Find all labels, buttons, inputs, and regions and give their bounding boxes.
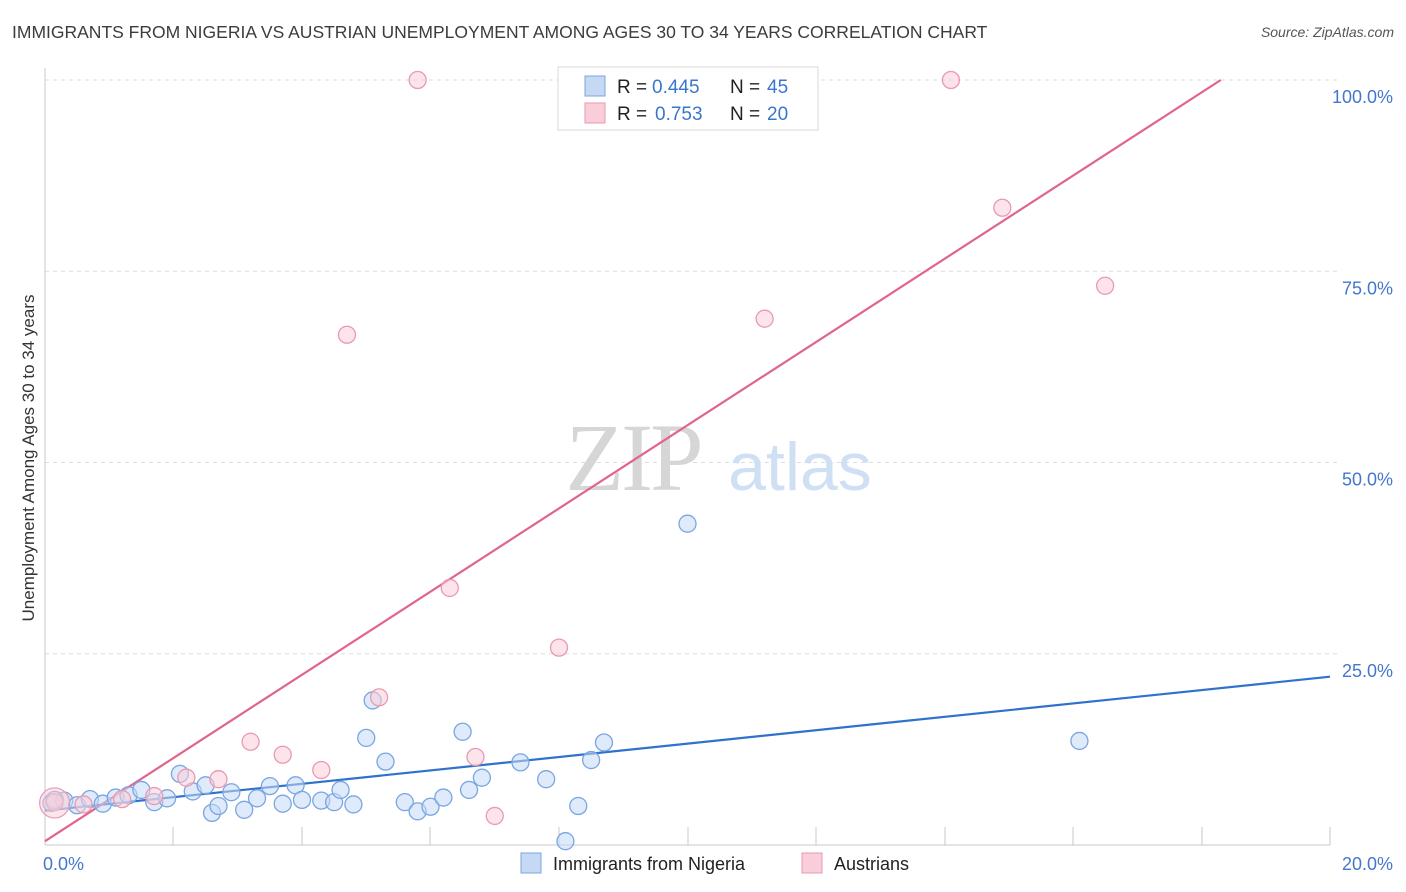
- stats-legend: R = 0.445 N = 45 R = 0.753 N = 20: [557, 66, 819, 131]
- legend-swatch-nigeria: [584, 75, 606, 97]
- austrians-point-5: [209, 770, 228, 789]
- austrians-point-7: [273, 745, 292, 764]
- austrians-point-2: [112, 789, 132, 809]
- nigeria-point-35: [472, 768, 492, 787]
- y-tick-label-1: 75.0%: [1342, 278, 1393, 298]
- austrians-point-14: [485, 806, 504, 826]
- nigeria-point-34: [459, 780, 479, 800]
- series-legend-swatch-austrians: [801, 852, 823, 874]
- legend-n-value-0: 45: [767, 77, 788, 98]
- nigeria-trend-line: [44, 675, 1331, 812]
- legend-r-label-0: R =: [617, 77, 647, 98]
- legend-n-label-1: N =: [730, 104, 760, 125]
- watermark-zip: ZIP: [566, 404, 701, 511]
- x-tick-label-1: 20.0%: [1342, 854, 1393, 874]
- nigeria-point-37: [537, 770, 556, 789]
- austrians-point-16: [755, 309, 774, 328]
- nigeria-point-28: [376, 752, 395, 771]
- nigeria-point-42: [678, 514, 697, 533]
- scatter-points: [39, 70, 1115, 851]
- nigeria-point-38: [556, 832, 575, 851]
- austrians-point-12: [440, 578, 459, 598]
- austrians-cluster-point: [39, 787, 71, 819]
- austrians-point-18: [993, 198, 1012, 217]
- chart-title: IMMIGRANTS FROM NIGERIA VS AUSTRIAN UNEM…: [12, 22, 988, 42]
- nigeria-point-18: [260, 776, 280, 796]
- austrians-point-17: [941, 70, 961, 90]
- austrians-point-6: [241, 732, 260, 751]
- nigeria-point-17: [247, 789, 267, 808]
- x-tick-label-0: 0.0%: [43, 854, 84, 874]
- legend-r-value-1: 0.753: [655, 104, 703, 125]
- nigeria-point-15: [222, 783, 241, 802]
- austrians-point-11: [408, 70, 427, 90]
- series-legend: Immigrants from Nigeria Austrians: [520, 852, 909, 874]
- nigeria-point-16: [235, 800, 254, 819]
- series-legend-swatch-nigeria: [520, 852, 542, 874]
- series-legend-label-austrians: Austrians: [834, 854, 909, 874]
- nigeria-point-21: [292, 790, 312, 810]
- legend-n-label-0: N =: [730, 77, 760, 98]
- austrians-trend-line: [44, 79, 1222, 843]
- austrians-point-19: [1095, 276, 1115, 295]
- watermark: ZIP atlas: [566, 404, 872, 511]
- nigeria-point-14: [209, 796, 228, 816]
- y-tick-label-0: 100.0%: [1332, 87, 1393, 107]
- austrians-point-4: [177, 768, 196, 787]
- nigeria-point-43: [1070, 731, 1089, 751]
- gridlines: [45, 79, 1340, 655]
- nigeria-point-41: [594, 733, 614, 752]
- austrians-point-13: [466, 747, 485, 767]
- austrians-point-3: [145, 786, 164, 806]
- y-tick-label-3: 25.0%: [1342, 661, 1393, 681]
- austrians-point-1: [74, 795, 93, 814]
- legend-r-value-0: 0.445: [652, 77, 700, 98]
- chart-source: Source: ZipAtlas.com: [1260, 24, 1394, 40]
- y-axis-label: Unemployment Among Ages 30 to 34 years: [19, 295, 38, 622]
- nigeria-point-39: [569, 796, 588, 816]
- nigeria-point-40: [581, 750, 601, 770]
- nigeria-point-33: [453, 722, 472, 741]
- legend-r-label-1: R =: [617, 104, 647, 125]
- nigeria-point-26: [357, 728, 376, 748]
- legend-n-value-1: 20: [767, 104, 788, 125]
- tick-labels: 100.0% 75.0% 50.0% 25.0% 0.0% 20.0%: [43, 87, 1393, 874]
- nigeria-point-36: [511, 753, 530, 772]
- legend-swatch-austrians: [584, 102, 606, 124]
- nigeria-point-24: [331, 780, 350, 800]
- nigeria-point-29: [395, 793, 414, 812]
- y-tick-label-2: 50.0%: [1342, 470, 1393, 490]
- austrians-point-10: [369, 688, 389, 707]
- watermark-atlas: atlas: [728, 429, 872, 505]
- trend-lines: [44, 79, 1331, 843]
- series-legend-label-nigeria: Immigrants from Nigeria: [553, 854, 746, 874]
- nigeria-point-25: [344, 795, 363, 814]
- austrians-point-8: [312, 760, 331, 780]
- austrians-point-9: [337, 325, 357, 344]
- austrians-point-15: [549, 638, 569, 657]
- axes: [44, 68, 1331, 846]
- nigeria-point-19: [273, 794, 292, 813]
- nigeria-point-31: [421, 797, 440, 816]
- nigeria-point-32: [434, 788, 453, 807]
